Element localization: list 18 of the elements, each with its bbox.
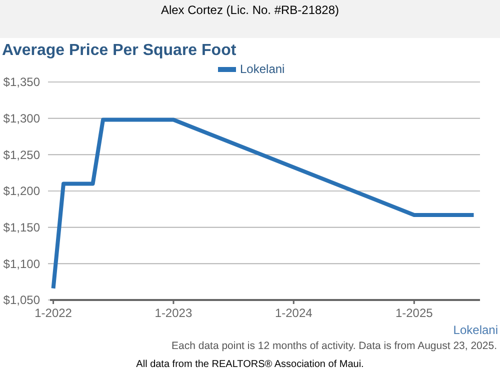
y-tick-label: $1,250 — [3, 148, 40, 162]
y-tick-label: $1,100 — [3, 256, 40, 271]
text: Lokelani — [453, 323, 498, 337]
x-tick-label: 1-2024 — [274, 306, 313, 320]
y-tick-label: $1,300 — [3, 112, 40, 126]
x-tick-label: 1-2025 — [395, 306, 434, 320]
text: Each data point is 12 months of activity. Data is from August 23, 2025. — [172, 340, 497, 352]
line-series — [51, 118, 476, 290]
text: All data from the REALTORS® Association of Maui. — [136, 359, 364, 370]
y-tick-label: $1,050 — [3, 293, 40, 308]
y-tick-label: $1,200 — [3, 184, 40, 198]
chart-subtitle: Alex Cortez (Lic. No. #RB-21828) — [160, 3, 340, 17]
legend-label: Lokelani — [240, 62, 285, 76]
x-tick-label: 1-2023 — [154, 306, 192, 320]
chart-title: Average Price Per Square Foot — [2, 42, 237, 59]
x-tick-label: 1-2022 — [34, 306, 72, 320]
y-tick-label: $1,350 — [3, 75, 40, 90]
y-tick-label: $1,150 — [3, 220, 40, 235]
